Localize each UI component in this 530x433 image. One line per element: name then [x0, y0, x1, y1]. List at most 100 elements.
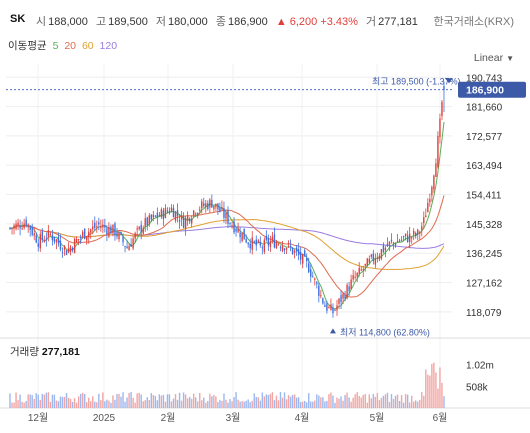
- candle-body: [287, 243, 290, 245]
- x-tick-label: 5월: [370, 412, 385, 424]
- volume-bar: [182, 392, 185, 408]
- volume-bar: [96, 402, 98, 408]
- volume-bar: [344, 395, 346, 408]
- candle-body: [128, 245, 130, 251]
- candle-body: [156, 212, 159, 219]
- volume-bar: [235, 392, 237, 408]
- volume-bar: [102, 392, 104, 408]
- candle-body: [172, 207, 175, 218]
- volume-bar: [57, 401, 60, 408]
- volume-bar: [75, 402, 78, 408]
- ma-legend-120[interactable]: 120: [99, 40, 118, 52]
- volume-bar: [176, 399, 179, 408]
- volume-bar: [306, 402, 308, 408]
- volume-bar: [342, 400, 344, 408]
- candle-body: [203, 203, 205, 207]
- volume-bar: [124, 401, 126, 408]
- ma-legend-5[interactable]: 5: [52, 40, 59, 52]
- scale-mode-toggle[interactable]: Linear ▼: [474, 52, 514, 64]
- volume-bar: [219, 399, 221, 408]
- candle-body: [398, 240, 401, 242]
- quote-header: SK 시 188,000 고 189,500 저 180,000 종 186,900 ▲…: [0, 0, 530, 34]
- candle-body: [65, 250, 68, 256]
- volume-bar: [291, 395, 294, 408]
- candle-body: [318, 285, 320, 297]
- candle-body: [61, 252, 64, 254]
- candle-body: [75, 239, 78, 243]
- candle-body: [144, 218, 146, 227]
- volume-bar: [404, 394, 407, 408]
- volume-bar: [205, 402, 207, 408]
- volume-bar: [73, 398, 76, 408]
- volume-bar: [415, 400, 417, 408]
- candle-body: [308, 263, 310, 273]
- volume-bar: [408, 402, 411, 408]
- candle-body: [441, 101, 443, 116]
- volume-bar: [320, 397, 322, 408]
- volume-bar: [328, 394, 330, 408]
- volume-bar: [197, 401, 199, 408]
- candle-body: [374, 258, 377, 265]
- volume-bar: [402, 402, 405, 408]
- candle-body: [386, 243, 389, 247]
- y-tick-label: 118,079: [466, 308, 502, 319]
- volume-bar: [322, 397, 324, 408]
- candle-body: [253, 241, 255, 243]
- candle-body: [289, 245, 292, 248]
- volume-bar: [209, 393, 211, 408]
- candle-body: [408, 233, 411, 243]
- volume-bar: [207, 401, 209, 408]
- volume-bar: [279, 391, 282, 408]
- candle-body: [336, 305, 338, 311]
- candle-body: [194, 213, 197, 215]
- candle-body: [348, 286, 350, 291]
- volume-bar: [427, 374, 429, 408]
- candle-body: [293, 250, 296, 253]
- candle-body: [279, 247, 282, 249]
- candle-body: [110, 226, 112, 234]
- candle-body: [154, 215, 157, 217]
- volume-bar: [356, 392, 358, 408]
- candle-body: [83, 228, 86, 239]
- moving-average-legend[interactable]: 이동평균 5 20 60 120: [8, 38, 120, 53]
- volume-bar: [186, 398, 189, 408]
- volume-bar: [324, 401, 326, 408]
- candle-body: [360, 269, 362, 271]
- volume-tick-label: 1.02m: [466, 361, 494, 372]
- candle-body: [217, 203, 219, 210]
- volume-bar: [11, 402, 13, 408]
- volume-bar: [253, 393, 255, 408]
- candle-body: [346, 284, 348, 299]
- candle-body: [229, 222, 231, 224]
- volume-bar: [53, 394, 56, 408]
- volume-bar: [120, 396, 122, 408]
- candle-body: [188, 218, 191, 222]
- volume-bar: [77, 396, 80, 408]
- candle-body: [17, 222, 19, 227]
- candle-body: [168, 211, 171, 214]
- volume-bar: [378, 400, 381, 408]
- volume-bar: [255, 397, 257, 408]
- candle-body: [96, 226, 98, 228]
- volume-bar: [138, 392, 140, 408]
- candle-body: [213, 205, 215, 210]
- ma-legend-60[interactable]: 60: [81, 40, 94, 52]
- ma-legend-20[interactable]: 20: [64, 40, 77, 52]
- volume-bar: [126, 397, 128, 408]
- volume-bar: [352, 397, 354, 408]
- candle-body: [51, 234, 54, 241]
- moving-average-layer: [9, 121, 445, 310]
- candle-body: [23, 223, 25, 228]
- candle-body: [267, 238, 270, 246]
- candle-body: [354, 276, 356, 278]
- volume-bar: [243, 401, 245, 408]
- candle-body: [118, 232, 120, 240]
- volume-bar: [380, 397, 383, 408]
- volume-bar: [295, 397, 298, 408]
- volume-bar: [293, 394, 296, 408]
- volume-bar: [247, 399, 249, 408]
- candle-body: [340, 295, 342, 303]
- ma-line-ma5: [9, 121, 445, 310]
- volume-bar: [168, 394, 171, 408]
